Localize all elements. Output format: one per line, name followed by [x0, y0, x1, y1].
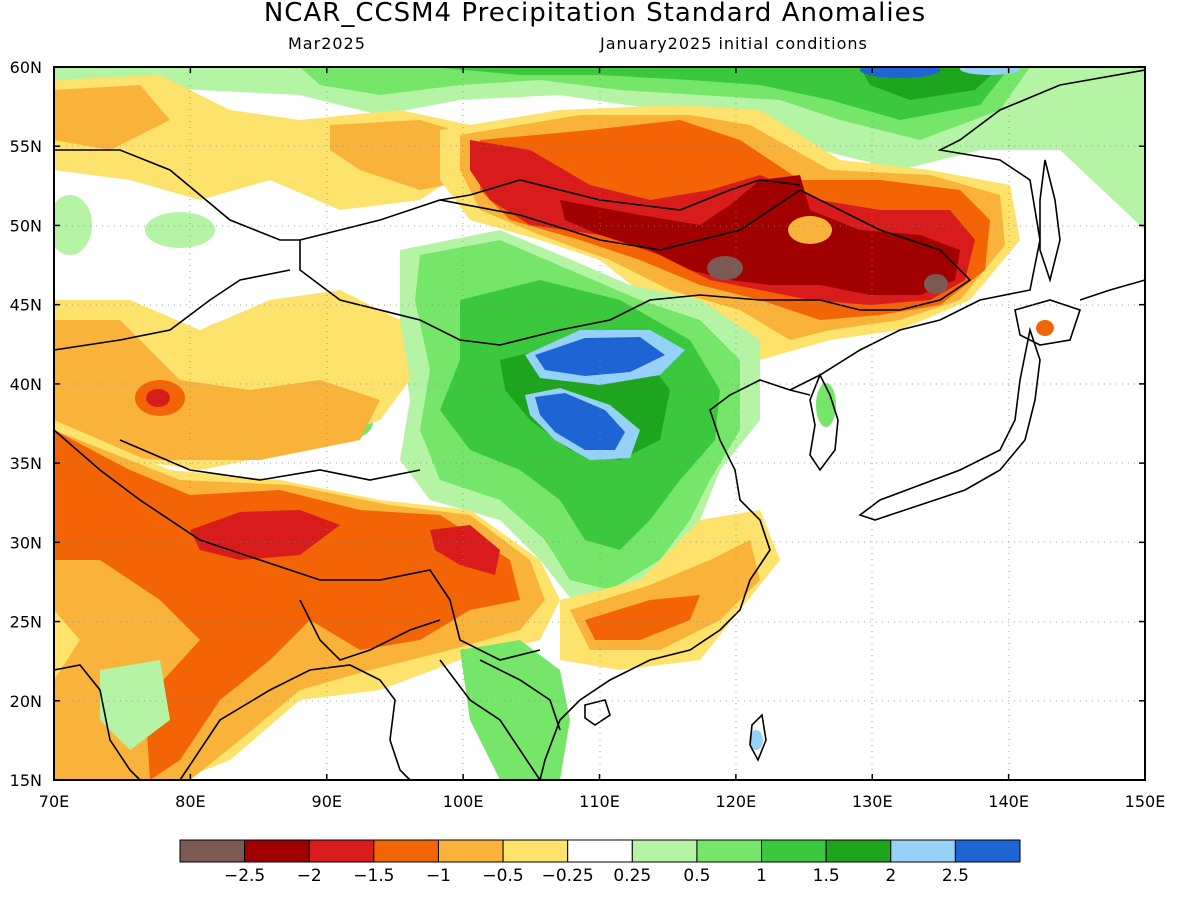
- valid-month-label: Mar2025: [288, 34, 366, 53]
- lon-tick-label: 70E: [39, 792, 69, 811]
- wet-region-blue-south: [535, 393, 625, 450]
- colorbar-swatch: [761, 839, 827, 863]
- colorbar-label: 0.25: [613, 866, 651, 886]
- lon-tick-label: 110E: [579, 792, 620, 811]
- coastline-bay-of-bengal: [179, 664, 411, 781]
- wet-region-indochina: [460, 640, 570, 780]
- wet-patch-west-5: [145, 212, 215, 248]
- lat-tick-label: 20N: [10, 692, 42, 711]
- anomaly-field: [54, 67, 1145, 780]
- dry-region-mongolia-relief: [788, 216, 832, 244]
- wet-region-blue-north: [535, 337, 665, 376]
- colorbar-label: 2.5: [942, 866, 969, 886]
- wet-region-north-blue: [860, 67, 940, 78]
- dry-patch-japan: [1036, 320, 1054, 336]
- lon-tick-label: 140E: [988, 792, 1029, 811]
- lat-tick-label: 60N: [10, 58, 42, 77]
- wet-region-north-core: [430, 67, 1010, 120]
- border-himalaya: [53, 429, 541, 661]
- wet-patch-korea: [816, 383, 836, 427]
- colorbar-swatch: [437, 839, 504, 863]
- coastline-sakhalin: [1039, 159, 1061, 283]
- colorbar-swatch: [244, 839, 310, 863]
- lat-tick-label: 50N: [10, 216, 42, 235]
- lat-tick-label: 25N: [10, 613, 42, 632]
- border-central-asia: [53, 269, 291, 351]
- lon-tick-label: 100E: [443, 792, 484, 811]
- lon-tick-label: 130E: [852, 792, 893, 811]
- colorbar-label: −1: [426, 866, 451, 886]
- colorbar-label: 2: [885, 866, 896, 886]
- lat-tick-label: 35N: [10, 454, 42, 473]
- colorbar-label: −2.5: [224, 866, 265, 886]
- border-korea: [789, 389, 811, 396]
- wet-patch-taiwan: [749, 730, 763, 750]
- colorbar-label: −0.25: [542, 866, 594, 886]
- dry-region-mongolia-extreme-1: [707, 256, 743, 280]
- coastline-taiwan: [749, 713, 767, 762]
- dry-region-northwest: [54, 75, 480, 210]
- colorbar-label: −0.5: [482, 866, 523, 886]
- colorbar: −2.5 −2 −1.5 −1 −0.5 −0.25 0.25 0.5 1 1.5 2 2.5: [179, 839, 1021, 886]
- lon-tick-label: 80E: [175, 792, 205, 811]
- lon-tick-label: 120E: [716, 792, 757, 811]
- colorbar-swatch: [631, 839, 698, 863]
- lon-tick-label: 90E: [312, 792, 342, 811]
- coastline-korea: [809, 373, 839, 472]
- colorbar-swatch: [825, 839, 892, 863]
- dry-region-tibet-mid: [54, 430, 520, 780]
- dry-region-west-central-inner: [54, 320, 380, 460]
- colorbar-swatch: [954, 839, 1021, 863]
- coastline-india-west: [53, 664, 141, 781]
- lat-tick-label: 45N: [10, 296, 42, 315]
- dry-region-north-central: [330, 120, 470, 190]
- wet-patch-west-4: [54, 195, 92, 255]
- lat-tick-label: 15N: [10, 771, 42, 790]
- dry-region-tibet-core-west: [190, 510, 340, 560]
- coastline-kuril: [1079, 279, 1146, 301]
- border-china-mongolia: [299, 189, 972, 346]
- coastlines: [53, 69, 1146, 781]
- border-kazakhstan: [54, 149, 300, 241]
- coastline-hokkaido: [1014, 299, 1082, 346]
- coastline-east-asia: [539, 69, 1146, 781]
- dry-region-mongolia-extreme-2: [924, 274, 948, 294]
- border-china-southwest: [299, 599, 441, 661]
- border-indochina: [439, 659, 541, 781]
- lat-tick-label: 55N: [10, 137, 42, 156]
- colorbar-label: −2: [297, 866, 322, 886]
- lat-tick-label: 40N: [10, 375, 42, 394]
- border-laos-vietnam: [479, 659, 561, 731]
- colorbar-swatch: [308, 839, 375, 863]
- colorbar-label: 1.5: [813, 866, 840, 886]
- lat-tick-label: 30N: [10, 533, 42, 552]
- colorbar-label: 1: [756, 866, 767, 886]
- border-tibet-north: [119, 439, 421, 481]
- colorbar-swatch: [373, 839, 439, 863]
- coastline-hainan: [584, 699, 611, 726]
- colorbar-swatch: [502, 839, 569, 863]
- initial-conditions-label: January2025 initial conditions: [600, 34, 868, 53]
- colorbar-swatch: [567, 839, 633, 863]
- coastline-japan: [858, 326, 1041, 521]
- colorbar-label: 0.5: [683, 866, 710, 886]
- colorbar-swatch: [179, 839, 246, 863]
- colorbar-label: −1.5: [353, 866, 394, 886]
- dry-region-tibet-core-east: [430, 525, 500, 575]
- dry-region-mongolia-core: [560, 175, 960, 295]
- chart-title: NCAR_CCSM4 Precipitation Standard Anomal…: [263, 0, 927, 28]
- axis-ticks: 70E 80E 90E 100E 110E 120E 130E 140E 150E 15N 20N 2…: [10, 58, 1166, 811]
- colorbar-swatch: [890, 839, 956, 863]
- grid: [54, 67, 1145, 780]
- dry-region-south-china-core: [585, 595, 700, 640]
- dry-patch-west-red-core: [146, 389, 170, 407]
- wet-region-north-lightblue: [960, 67, 1020, 75]
- dry-region-northwest-inner: [54, 85, 170, 150]
- wet-region-india: [100, 660, 170, 750]
- colorbar-swatch: [696, 839, 763, 863]
- lon-tick-label: 150E: [1125, 792, 1166, 811]
